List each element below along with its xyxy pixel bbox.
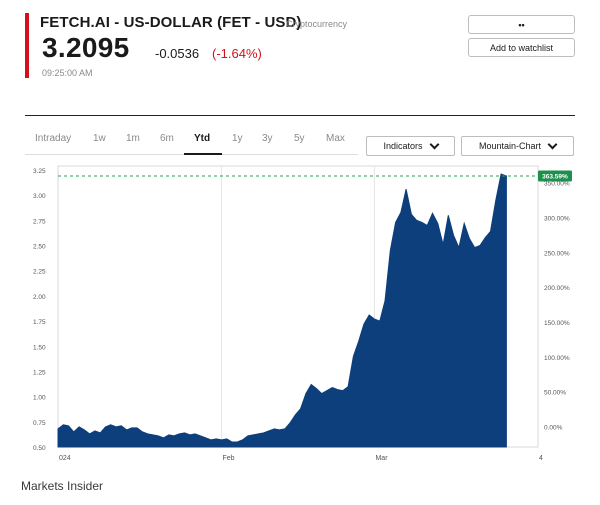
- add-to-watchlist-button[interactable]: Add to watchlist: [468, 38, 575, 57]
- active-tab-indicator: [184, 153, 222, 155]
- y2-tick-label: 250.00%: [544, 250, 570, 257]
- chart-type-label: Mountain-Chart: [478, 141, 542, 151]
- more-options-button[interactable]: ••: [468, 15, 575, 34]
- y-tick-label: 3.00: [33, 193, 46, 200]
- price-change-absolute: -0.0536: [155, 46, 200, 61]
- y-tick-label: 1.75: [33, 319, 46, 326]
- indicators-label: Indicators: [383, 141, 423, 151]
- y-tick-label: 2.00: [33, 294, 46, 301]
- tab-6m[interactable]: 6m: [160, 133, 174, 144]
- x-tick-label: 4: [539, 455, 543, 462]
- page-title: FETCH.AI - US-DOLLAR (FET - USD): [40, 14, 302, 31]
- price-area-series: [57, 173, 507, 448]
- y2-tick-label: 0.00%: [544, 425, 563, 432]
- y-tick-label: 1.00: [33, 395, 46, 402]
- indicators-dropdown[interactable]: Indicators: [366, 136, 455, 156]
- price-change-percent: (-1.64%): [212, 46, 262, 61]
- y-tick-label: 1.25: [33, 369, 46, 376]
- tab-1w[interactable]: 1w: [93, 133, 106, 144]
- y-tick-label: 2.50: [33, 244, 46, 251]
- y-tick-label: 0.50: [33, 445, 46, 452]
- y2-tick-label: 350.00%: [544, 181, 570, 188]
- chevron-down-icon: [429, 139, 439, 149]
- y-tick-label: 2.25: [33, 269, 46, 276]
- tab-1m[interactable]: 1m: [126, 133, 140, 144]
- y2-tick-label: 200.00%: [544, 285, 570, 292]
- x-tick-label: 024: [59, 455, 71, 462]
- tab-max[interactable]: Max: [326, 133, 345, 144]
- tab-5y[interactable]: 5y: [294, 133, 305, 144]
- tab-ytd[interactable]: Ytd: [194, 133, 211, 144]
- y2-tick-label: 300.00%: [544, 215, 570, 222]
- y-tick-label: 1.50: [33, 344, 46, 351]
- x-tick-label: Mar: [375, 455, 388, 462]
- y-tick-label: 0.75: [33, 420, 46, 427]
- asset-class-label: Cryptocurrency: [286, 19, 348, 29]
- chevron-down-icon: [547, 139, 558, 149]
- price-timestamp: 09:25:00 AM: [42, 68, 93, 78]
- y2-tick-label: 100.00%: [544, 355, 570, 362]
- accent-bar: [25, 13, 29, 78]
- current-value-badge-label: 363.59%: [542, 174, 568, 181]
- price-chart[interactable]: 3.25 3.00 2.75 2.50 2.25 2.00 1.75 1.50 1.25 1.00…: [25, 160, 580, 470]
- source-label: Markets Insider: [21, 479, 104, 493]
- chart-type-dropdown[interactable]: Mountain-Chart: [461, 136, 574, 156]
- y2-tick-label: 150.00%: [544, 320, 570, 327]
- y-tick-label: 2.75: [33, 218, 46, 225]
- header-divider: [25, 115, 575, 116]
- tab-3y[interactable]: 3y: [262, 133, 273, 144]
- tab-1y[interactable]: 1y: [232, 133, 243, 144]
- x-tick-label: Feb: [223, 455, 235, 462]
- current-price: 3.2095: [42, 32, 130, 63]
- current-value-badge: [538, 170, 572, 182]
- tab-intraday[interactable]: Intraday: [35, 133, 72, 144]
- y2-tick-label: 50.00%: [544, 390, 566, 397]
- y-tick-label: 3.25: [33, 168, 46, 175]
